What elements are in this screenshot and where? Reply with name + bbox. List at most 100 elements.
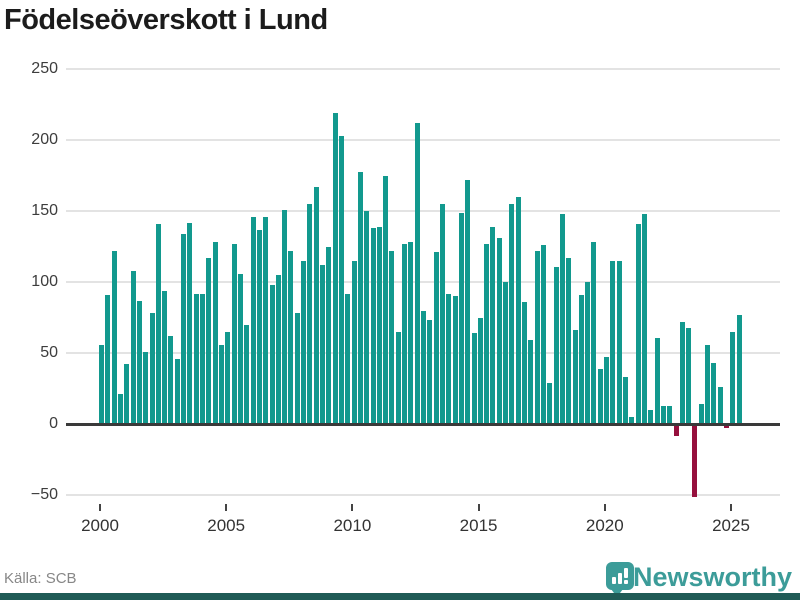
bar-2013-q4 — [446, 293, 452, 424]
bar-2017-q4 — [547, 382, 553, 424]
logo-exclamation-dot-icon — [624, 580, 628, 584]
bar-2001-q4 — [143, 351, 149, 424]
bar-2012-q3 — [414, 123, 420, 424]
bar-2009-q3 — [338, 136, 344, 424]
bar-2013-q1 — [427, 320, 433, 424]
bar-2024-q2 — [711, 363, 717, 424]
bar-2005-q4 — [244, 324, 250, 424]
bar-2016-q4 — [522, 302, 527, 424]
bar-2017-q3 — [540, 245, 546, 424]
bar-2006-q1 — [250, 216, 256, 424]
bar-2015-q2 — [484, 243, 490, 424]
bar-2014-q3 — [465, 180, 471, 424]
x-tick-label: 2015 — [459, 516, 498, 535]
bar-2004-q4 — [218, 344, 224, 424]
bar-2009-q1 — [326, 246, 332, 424]
bar-2021-q4 — [648, 409, 654, 424]
bar-2006-q4 — [269, 285, 275, 424]
bar-2021-q3 — [641, 214, 647, 424]
y-tick-label: 0 — [49, 415, 58, 432]
bar-2011-q1 — [376, 226, 382, 424]
x-tick-mark — [603, 504, 606, 511]
bar-2019-q1 — [578, 294, 584, 424]
bar-2001-q2 — [130, 270, 136, 424]
bar-2014-q2 — [458, 212, 464, 424]
bar-2000-q3 — [111, 250, 117, 424]
bar-2011-q2 — [383, 175, 389, 424]
x-tick-mark — [99, 504, 101, 511]
bar-2000-q1 — [99, 344, 104, 424]
bar-2016-q3 — [515, 197, 521, 424]
bar-2019-q2 — [585, 282, 591, 424]
y-tick-label: 50 — [40, 344, 58, 362]
bar-2008-q1 — [301, 260, 306, 424]
bar-2002-q1 — [149, 313, 155, 424]
bar-2004-q2 — [206, 258, 212, 424]
bar-2007-q2 — [282, 209, 288, 424]
x-tick-mark — [351, 504, 354, 511]
logo-exclamation-icon — [624, 568, 628, 578]
bar-2002-q3 — [162, 290, 168, 424]
bar-2021-q1 — [629, 416, 635, 424]
bar-2000-q4 — [117, 394, 123, 424]
newsworthy-logo-icon — [606, 562, 634, 597]
bar-2005-q3 — [237, 273, 243, 424]
bar-2006-q2 — [256, 229, 262, 424]
bar-2007-q4 — [294, 313, 300, 424]
bar-2018-q3 — [566, 258, 572, 424]
bar-2010-q3 — [364, 211, 370, 424]
logo-bar-icon — [612, 577, 616, 584]
bar-2019-q4 — [597, 368, 603, 424]
x-tick-mark — [225, 504, 228, 511]
bar-2023-q1 — [679, 321, 685, 424]
bar-2011-q4 — [395, 331, 401, 424]
bar-2025-q1 — [730, 331, 736, 424]
x-tick-label: 2025 — [712, 516, 750, 535]
y-tick-label: 150 — [31, 202, 58, 220]
bar-2005-q2 — [231, 243, 237, 424]
bar-2020-q1 — [604, 357, 609, 424]
zero-axis-line — [66, 423, 780, 426]
y-tick-label: 100 — [31, 273, 58, 291]
gridline — [66, 493, 780, 496]
gridline — [66, 210, 780, 213]
bar-2018-q2 — [559, 214, 565, 424]
bar-2003-q3 — [187, 222, 193, 424]
bar-2020-q2 — [610, 260, 616, 424]
bar-2020-q4 — [623, 377, 628, 424]
bar-2009-q2 — [332, 113, 338, 424]
bar-2022-q2 — [660, 405, 666, 424]
bar-2023-q4 — [698, 404, 704, 424]
bar-2017-q2 — [534, 250, 540, 424]
bar-2018-q1 — [553, 266, 559, 424]
bar-2007-q1 — [275, 275, 281, 424]
bar-2020-q3 — [616, 260, 622, 424]
bar-2015-q3 — [490, 226, 496, 424]
bar-2008-q2 — [307, 204, 313, 424]
chart-title: Födelseöverskott i Lund — [4, 4, 328, 36]
bar-2012-q2 — [408, 242, 414, 424]
y-tick-label: −50 — [30, 485, 58, 503]
bar-2021-q2 — [635, 224, 641, 424]
gridline — [66, 281, 780, 284]
bar-2012-q1 — [402, 243, 407, 424]
bar-2007-q3 — [288, 250, 294, 424]
bar-2010-q4 — [370, 228, 376, 424]
bar-2024-q4 — [724, 425, 729, 428]
bar-2000-q2 — [105, 294, 111, 424]
gridline — [66, 68, 780, 71]
y-tick-label: 250 — [31, 60, 58, 78]
bar-2003-q1 — [174, 358, 180, 424]
logo-bar-icon — [618, 573, 622, 584]
bar-2022-q4 — [673, 425, 679, 437]
bar-2023-q2 — [686, 327, 692, 424]
bar-2022-q1 — [654, 337, 660, 424]
bar-2018-q4 — [572, 330, 578, 424]
bar-2006-q3 — [263, 216, 269, 424]
bar-2014-q4 — [471, 333, 477, 424]
source-caption: Källa: SCB — [4, 570, 77, 587]
bar-2024-q3 — [717, 387, 723, 424]
bar-2003-q4 — [193, 293, 199, 424]
bar-2001-q1 — [124, 364, 130, 424]
